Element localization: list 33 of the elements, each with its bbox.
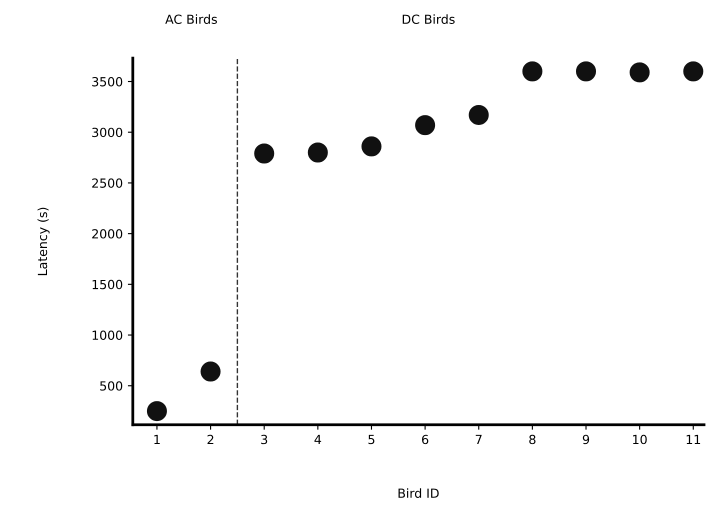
x-tick-label: 9	[582, 434, 590, 444]
y-tick-label: 3500	[92, 76, 122, 86]
point	[361, 136, 382, 156]
x-tick-label: 4	[314, 434, 322, 444]
y-tick-label: 2500	[92, 178, 122, 188]
x-tick-label: 3	[261, 434, 268, 444]
y-tick-label: 500	[100, 381, 122, 391]
x-tick-label: 10	[633, 434, 647, 444]
point	[146, 401, 167, 422]
point	[200, 362, 221, 382]
x-tick-label: 2	[208, 434, 214, 444]
x-tick-label: 11	[686, 434, 700, 444]
text: AC Birds	[165, 14, 217, 24]
point	[308, 142, 328, 163]
point	[468, 104, 489, 125]
y-tick-label: 1500	[92, 280, 122, 290]
x-axis-title: Bird ID	[398, 488, 439, 498]
point	[630, 62, 650, 82]
point	[254, 144, 274, 164]
y-axis-title: Latency (s)	[38, 208, 50, 276]
x-tick-label: 7	[476, 434, 482, 444]
point	[576, 61, 596, 82]
x-tick-label: 8	[529, 434, 536, 444]
y-tick-label: 2000	[92, 229, 122, 239]
point	[683, 61, 704, 82]
point	[522, 61, 542, 82]
text: DC Birds	[402, 14, 455, 24]
x-tick-label: 1	[154, 434, 160, 444]
x-tick-label: 5	[368, 434, 374, 444]
x-tick-label: 6	[422, 434, 428, 444]
point	[415, 115, 436, 136]
y-tick-label: 3000	[92, 128, 122, 138]
y-tick-label: 1000	[92, 330, 122, 340]
